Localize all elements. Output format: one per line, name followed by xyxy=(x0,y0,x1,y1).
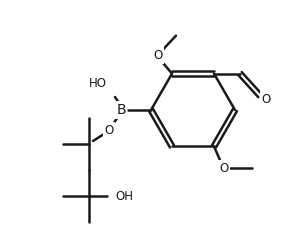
Text: O: O xyxy=(262,93,271,106)
Text: O: O xyxy=(104,124,114,137)
Text: O: O xyxy=(154,49,163,62)
Text: B: B xyxy=(116,103,126,117)
Text: HO: HO xyxy=(89,77,107,90)
Text: O: O xyxy=(219,162,229,175)
Text: OH: OH xyxy=(115,189,133,202)
